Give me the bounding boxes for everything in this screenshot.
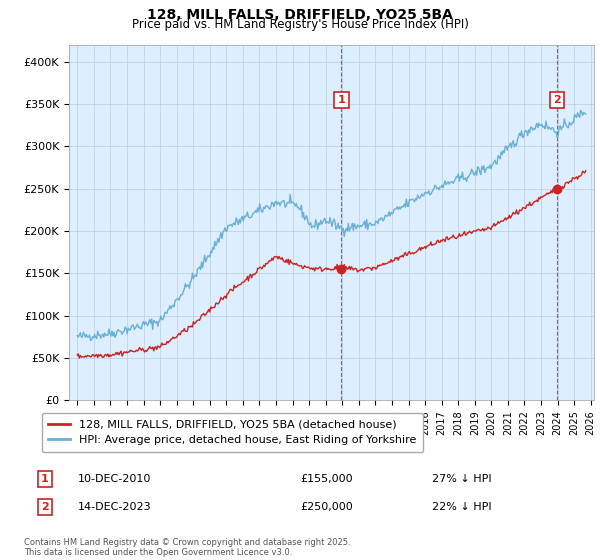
- Text: 2: 2: [41, 502, 49, 512]
- Text: 14-DEC-2023: 14-DEC-2023: [78, 502, 152, 512]
- Text: £250,000: £250,000: [300, 502, 353, 512]
- Text: 27% ↓ HPI: 27% ↓ HPI: [432, 474, 491, 484]
- Text: 128, MILL FALLS, DRIFFIELD, YO25 5BA: 128, MILL FALLS, DRIFFIELD, YO25 5BA: [147, 8, 453, 22]
- Text: 22% ↓ HPI: 22% ↓ HPI: [432, 502, 491, 512]
- Text: 2: 2: [553, 95, 560, 105]
- Text: £155,000: £155,000: [300, 474, 353, 484]
- Text: 1: 1: [338, 95, 346, 105]
- Legend: 128, MILL FALLS, DRIFFIELD, YO25 5BA (detached house), HPI: Average price, detac: 128, MILL FALLS, DRIFFIELD, YO25 5BA (de…: [41, 413, 424, 452]
- Text: Contains HM Land Registry data © Crown copyright and database right 2025.
This d: Contains HM Land Registry data © Crown c…: [24, 538, 350, 557]
- Text: 10-DEC-2010: 10-DEC-2010: [78, 474, 151, 484]
- Text: 1: 1: [41, 474, 49, 484]
- Text: Price paid vs. HM Land Registry's House Price Index (HPI): Price paid vs. HM Land Registry's House …: [131, 18, 469, 31]
